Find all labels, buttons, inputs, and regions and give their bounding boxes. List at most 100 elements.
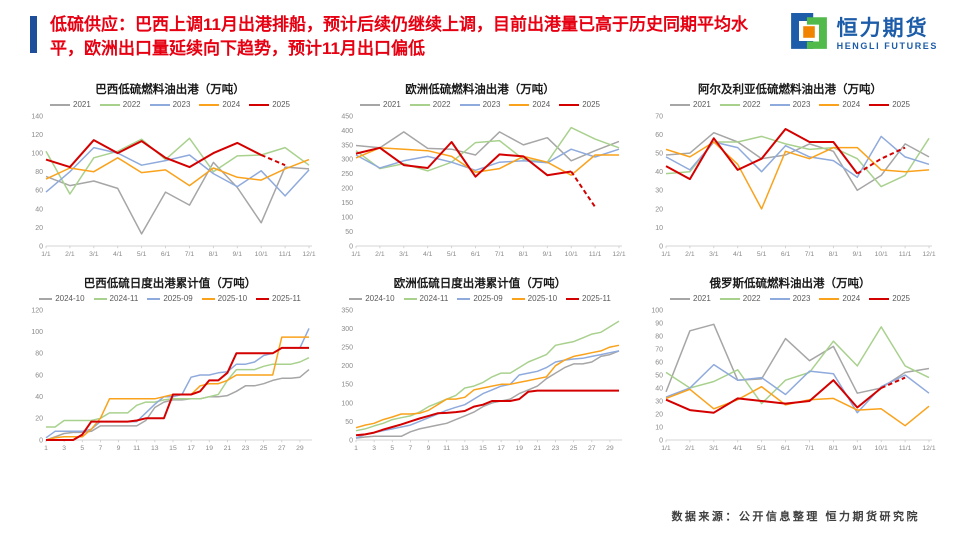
legend-item-2025-10: 2025-10: [511, 294, 557, 303]
svg-text:11: 11: [133, 445, 140, 452]
legend-item-2023: 2023: [149, 100, 190, 109]
legend-item-2021: 2021: [670, 100, 711, 109]
svg-text:1/1: 1/1: [661, 445, 671, 452]
legend-label: 2022: [742, 100, 761, 109]
svg-text:7: 7: [409, 445, 413, 452]
svg-text:19: 19: [515, 445, 523, 452]
svg-text:40: 40: [655, 385, 663, 392]
svg-text:2/1: 2/1: [375, 251, 385, 258]
legend-label: 2024: [222, 100, 241, 109]
legend-item-2022: 2022: [99, 100, 141, 109]
chart-europe-daily-cumulative: 欧洲低硫日度出港累计值（万吨） 2024-10 2024-11 2025-09 2025…: [328, 273, 632, 455]
svg-text:1/1: 1/1: [41, 251, 51, 258]
svg-text:11/1: 11/1: [279, 251, 292, 258]
legend-label: 2024: [532, 100, 551, 109]
legend-label: 2024-11: [109, 294, 139, 303]
svg-text:3: 3: [372, 445, 376, 452]
legend-item-2025-11: 2025-11: [566, 294, 611, 303]
footer: 数据来源：公开信息整理 恒力期货研究院: [671, 508, 920, 524]
svg-text:1: 1: [354, 445, 358, 452]
legend-swatch: [99, 103, 120, 106]
legend-swatch: [149, 103, 170, 106]
legend-label: 2025-09: [473, 294, 503, 303]
svg-text:250: 250: [341, 345, 353, 352]
svg-text:19: 19: [205, 445, 213, 452]
legend-swatch: [403, 297, 417, 300]
legend-item-2024-11: 2024-11: [93, 294, 139, 303]
chart-legend: 2021 2022 2023 2024 2025: [328, 100, 632, 109]
svg-text:350: 350: [341, 307, 353, 314]
svg-text:100: 100: [341, 215, 353, 222]
logo-name-en: HENGLI FUTURES: [836, 41, 938, 52]
svg-text:7/1: 7/1: [185, 251, 195, 258]
svg-text:100: 100: [651, 307, 663, 314]
chart-title: 巴西低硫燃料油出港（万吨）: [95, 84, 245, 96]
svg-text:150: 150: [341, 200, 353, 207]
chart-brazil-daily-cumulative: 巴西低硫日度出港累计值（万吨） 2024-10 2024-11 2025-09 2025…: [18, 273, 322, 455]
svg-text:21: 21: [224, 445, 232, 452]
svg-text:29: 29: [296, 445, 304, 452]
legend-swatch: [670, 297, 690, 300]
chart-canvas: 0 20 40 60 80 100 120 140 1/1 2/1 3/1 4/1 5/1 6/1 7/1 8…: [31, 113, 316, 258]
legend-label: 2024: [842, 100, 861, 109]
svg-text:50: 50: [655, 372, 663, 379]
svg-text:9/1: 9/1: [853, 251, 863, 258]
chart-legend: 2024-10 2024-11 2025-09 2025-10 2025-11: [18, 294, 322, 303]
svg-text:120: 120: [31, 132, 43, 139]
svg-text:5/1: 5/1: [757, 251, 767, 258]
svg-text:20: 20: [35, 416, 43, 423]
svg-text:15: 15: [479, 445, 487, 452]
legend-swatch: [719, 103, 740, 106]
svg-text:3/1: 3/1: [709, 251, 719, 258]
legend-label: 2025: [892, 100, 910, 109]
title-accent-bar: [30, 16, 37, 53]
legend-swatch: [869, 297, 890, 300]
svg-text:140: 140: [31, 113, 43, 120]
chart-title: 欧洲低硫燃料油出港（万吨）: [405, 84, 555, 96]
legend-item-2024: 2024: [819, 100, 860, 109]
legend-swatch: [670, 103, 690, 106]
hengli-logo-icon: [789, 12, 829, 57]
legend-item-2024-11: 2024-11: [403, 294, 448, 303]
legend-item-2021: 2021: [50, 100, 91, 109]
legend-label: 2023: [792, 294, 811, 303]
chart-title: 巴西低硫日度出港累计值（万吨）: [83, 278, 257, 290]
svg-text:9/1: 9/1: [853, 445, 863, 452]
legend-label: 2025-11: [582, 294, 611, 303]
svg-text:80: 80: [35, 351, 43, 358]
legend-label: 2021: [693, 100, 711, 109]
svg-text:6/1: 6/1: [471, 251, 481, 258]
legend-label: 2024-10: [55, 294, 85, 303]
legend-item-2025-11: 2025-11: [256, 294, 301, 303]
svg-text:0: 0: [659, 437, 663, 444]
legend-item-2025-09: 2025-09: [147, 294, 193, 303]
svg-text:100: 100: [341, 400, 353, 407]
svg-text:120: 120: [31, 307, 43, 314]
svg-text:29: 29: [606, 445, 614, 452]
legend-item-2021: 2021: [360, 100, 401, 109]
data-source-text: 数据来源：公开信息整理 恒力期货研究院: [671, 511, 920, 523]
svg-text:9: 9: [427, 445, 431, 452]
chart-legend: 2021 2022 2023 2024 2025: [638, 294, 942, 303]
svg-text:20: 20: [655, 411, 663, 418]
legend-swatch: [509, 103, 530, 106]
chart-europe-monthly: 欧洲低硫燃料油出港（万吨） 2021 2022 2023 2024 2025 0 50 100 1…: [328, 79, 632, 261]
svg-text:40: 40: [655, 169, 663, 176]
svg-text:50: 50: [655, 151, 663, 158]
svg-text:30: 30: [655, 398, 663, 405]
svg-text:11/1: 11/1: [899, 251, 912, 258]
svg-text:23: 23: [242, 445, 250, 452]
svg-text:100: 100: [31, 151, 43, 158]
legend-swatch: [719, 297, 740, 300]
svg-text:300: 300: [341, 157, 353, 164]
svg-text:11: 11: [443, 445, 450, 452]
chart-title: 俄罗斯低硫燃料油出港（万吨）: [709, 278, 871, 290]
legend-item-2022: 2022: [409, 100, 451, 109]
legend-swatch: [869, 103, 890, 106]
legend-swatch: [511, 297, 525, 300]
chart-canvas: 0 50 100 150 200 250 300 350 400 450 1/1 2/1 3/1 4/1 5…: [341, 113, 626, 258]
legend-label: 2024: [842, 294, 861, 303]
legend-label: 2024-10: [365, 294, 395, 303]
svg-text:3: 3: [62, 445, 66, 452]
